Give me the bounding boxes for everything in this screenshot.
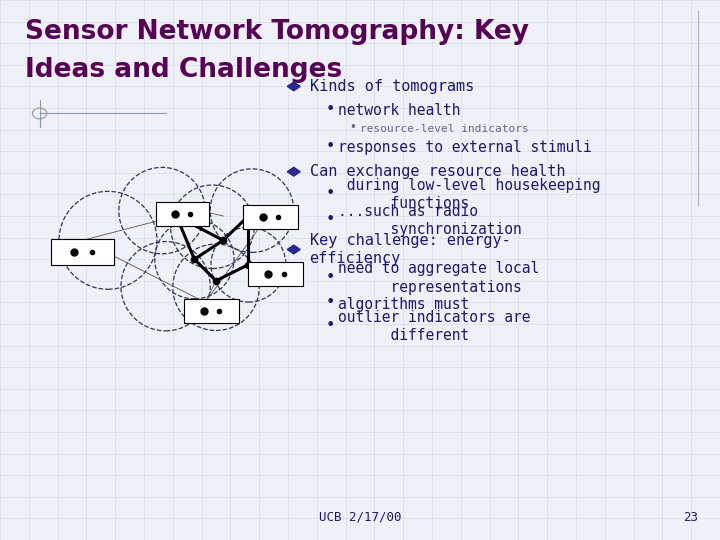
Text: Can exchange resource health: Can exchange resource health (310, 164, 565, 179)
Text: resource-level indicators: resource-level indicators (360, 124, 528, 133)
FancyBboxPatch shape (243, 205, 298, 229)
Text: responses to external stimuli: responses to external stimuli (338, 140, 592, 155)
Text: •: • (325, 102, 335, 117)
Text: ...such as radio
      synchronization: ...such as radio synchronization (338, 204, 522, 237)
Text: Key challenge: energy-
efficiency: Key challenge: energy- efficiency (310, 233, 510, 266)
Text: network health: network health (338, 103, 461, 118)
Text: algorithms must: algorithms must (338, 296, 478, 312)
Text: •: • (325, 212, 335, 227)
Text: •: • (325, 295, 335, 310)
Text: Kinds of tomograms: Kinds of tomograms (310, 79, 474, 94)
Text: 23: 23 (683, 511, 698, 524)
Text: Ideas and Challenges: Ideas and Challenges (25, 57, 343, 83)
FancyBboxPatch shape (248, 262, 303, 286)
Text: •: • (325, 269, 335, 285)
FancyBboxPatch shape (156, 202, 209, 226)
Text: Sensor Network Tomography: Key: Sensor Network Tomography: Key (25, 19, 529, 45)
Text: •: • (325, 318, 335, 333)
Text: UCB 2/17/00: UCB 2/17/00 (319, 511, 401, 524)
Polygon shape (287, 82, 300, 91)
Text: •: • (325, 186, 335, 201)
Polygon shape (287, 245, 300, 254)
Polygon shape (287, 167, 300, 176)
Text: need to aggregate local
      representations: need to aggregate local representations (338, 261, 540, 295)
Text: •: • (325, 139, 335, 154)
FancyBboxPatch shape (184, 299, 239, 323)
Text: outlier indicators are
      different: outlier indicators are different (338, 310, 531, 343)
FancyBboxPatch shape (51, 239, 114, 265)
Text: during low-level housekeeping
      functions: during low-level housekeeping functions (338, 178, 601, 211)
Text: •: • (349, 122, 356, 134)
